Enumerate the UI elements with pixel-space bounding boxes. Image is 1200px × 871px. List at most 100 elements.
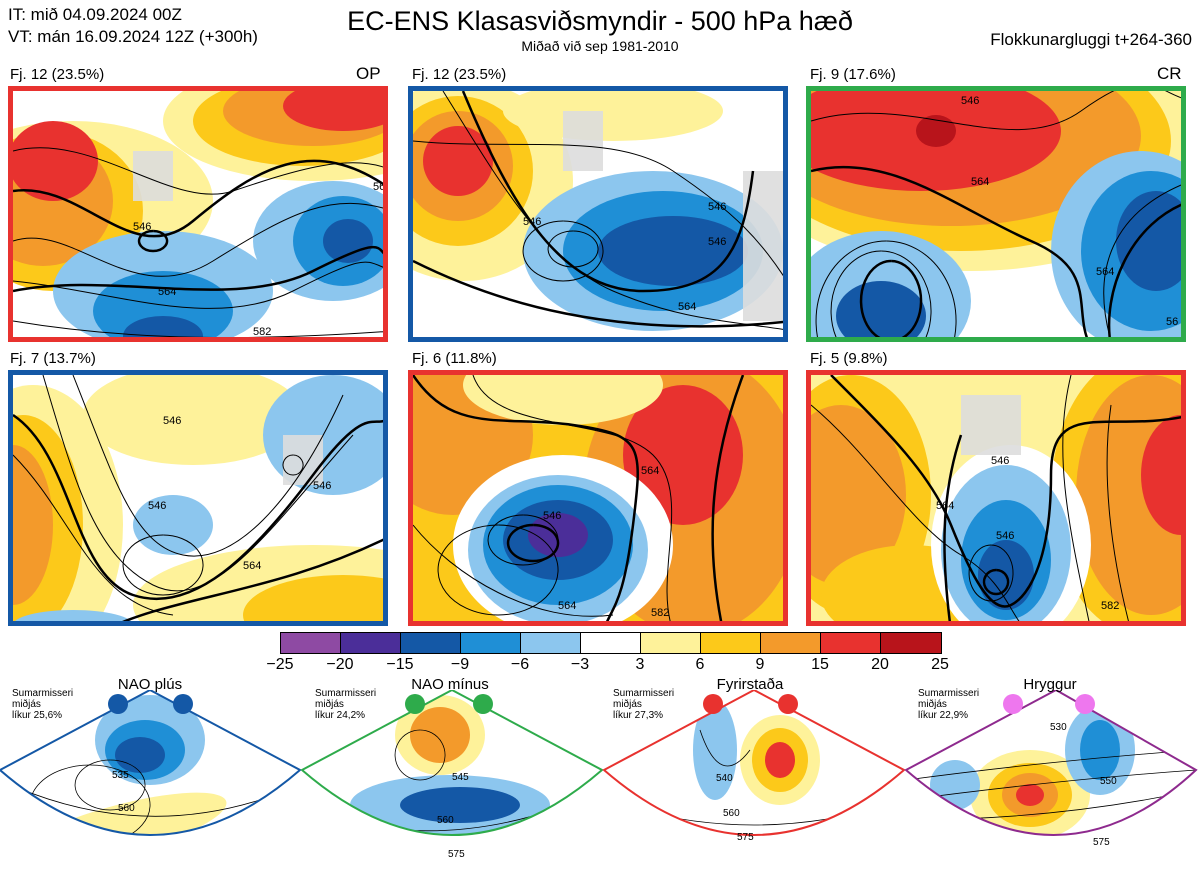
regime-season: Sumarmisseri	[315, 688, 377, 699]
cluster-map-2: 546 546 564 546	[408, 86, 788, 342]
colorbar-swatch	[341, 633, 401, 653]
colorbar-swatch	[641, 633, 701, 653]
contour-label: 546	[543, 510, 562, 522]
valid-time: VT: mán 16.09.2024 12Z (+300h)	[8, 27, 258, 46]
contour-label: 582	[253, 326, 272, 338]
regime-ref: miðjás	[12, 699, 41, 710]
contour-label: 546	[523, 216, 542, 228]
anomaly-field	[13, 91, 383, 337]
contour-label: 545	[452, 772, 469, 783]
anomaly-field	[13, 375, 383, 621]
contour-label: 564	[243, 560, 262, 572]
colorbar-swatch	[761, 633, 821, 653]
contour-label: 575	[448, 849, 465, 860]
regime-name: Fyrirstaða	[716, 676, 784, 693]
contour-label: 56	[1166, 316, 1179, 328]
anomaly-field	[811, 375, 1181, 621]
regime-info: Sumarmisseri miðjás líkur 27,3%	[613, 688, 674, 721]
header-times: IT: mið 04.09.2024 00Z VT: mán 16.09.202…	[8, 4, 258, 48]
cluster-map-1: 546 564 56 582	[8, 86, 388, 342]
contour-label: 546	[148, 500, 167, 512]
regime-dot	[173, 694, 193, 714]
regime-dot	[703, 694, 723, 714]
regime-dot	[778, 694, 798, 714]
panel-2-label: Fj. 12 (23.5%)	[412, 66, 507, 83]
contour-label: 560	[723, 808, 740, 819]
colorbar-swatch	[521, 633, 581, 653]
colorbar-tick: 25	[931, 656, 949, 673]
contour-label: 560	[437, 815, 454, 826]
regime-name: Hryggur	[1023, 676, 1077, 693]
contour-label: 540	[716, 773, 733, 784]
panel-6-label: Fj. 5 (9.8%)	[810, 350, 888, 367]
contour-label: 564	[641, 465, 660, 477]
page-title: EC-ENS Klasasviðsmyndir - 500 hPa hæð	[347, 6, 853, 36]
anomaly-field	[413, 91, 783, 331]
colorbar-swatch	[821, 633, 881, 653]
colorbar-tick: −6	[510, 656, 530, 673]
regime-name: NAO plús	[117, 676, 183, 693]
colorbar-tick: −25	[266, 656, 294, 673]
regime-dot	[473, 694, 493, 714]
panel-3-tag: CR	[1157, 64, 1182, 83]
regime-info: Sumarmisseri miðjás líkur 25,6%	[12, 688, 73, 721]
regime-prob: líkur 22,9%	[918, 710, 969, 721]
contour-label: 546	[708, 201, 727, 213]
init-time: IT: mið 04.09.2024 00Z	[8, 5, 182, 24]
cluster-map-6: 546 546 564 582	[806, 370, 1186, 626]
cluster-map-4: 546 546 546 564	[8, 370, 388, 626]
regime-ref: miðjás	[613, 699, 642, 710]
panel-5-label: Fj. 6 (11.8%)	[412, 350, 497, 367]
classification-window: Flokkunargluggi t+264-360	[990, 30, 1192, 49]
colorbar-tick: 3	[635, 656, 645, 673]
colorbar-swatch	[281, 633, 341, 653]
contour-label: 560	[118, 803, 135, 814]
panel-1-tag: OP	[356, 64, 381, 83]
colorbar-tick: −3	[570, 656, 590, 673]
regime-ref: miðjás	[918, 699, 947, 710]
regime-dot	[1075, 694, 1095, 714]
regime-info: Sumarmisseri miðjás líkur 22,9%	[918, 688, 979, 721]
contour-label: 56	[373, 181, 386, 193]
contour-label: 535	[112, 770, 129, 781]
contour-label: 550	[1100, 776, 1117, 787]
regime-season: Sumarmisseri	[918, 688, 980, 699]
contour-label: 564	[558, 600, 577, 612]
colorbar-swatch	[461, 633, 521, 653]
page-subtitle: Miðað við sep 1981-2010	[521, 38, 679, 54]
regime-prob: líkur 25,6%	[12, 710, 63, 721]
regime-prob: líkur 27,3%	[613, 710, 664, 721]
contour-label: 582	[651, 607, 670, 619]
cluster-map-3: 546 564 564 56	[806, 86, 1186, 342]
colorbar-swatch	[881, 633, 941, 653]
colorbar	[280, 632, 942, 654]
panel-3-label: Fj. 9 (17.6%)	[810, 66, 896, 83]
contour-label: 564	[971, 176, 990, 188]
contour-label: 546	[708, 236, 727, 248]
colorbar-swatch	[581, 633, 641, 653]
contour-label: 564	[678, 301, 697, 313]
regime-prob: líkur 24,2%	[315, 710, 366, 721]
contour-label: 564	[158, 286, 177, 298]
colorbar-tick: 15	[811, 656, 829, 673]
panel-4-label: Fj. 7 (13.7%)	[10, 350, 96, 367]
regime-name: NAO mínus	[411, 676, 489, 693]
panel-1-label: Fj. 12 (23.5%)	[10, 66, 105, 83]
colorbar-swatch	[401, 633, 461, 653]
regime-info: Sumarmisseri miðjás líkur 24,2%	[315, 688, 376, 721]
contour-label: 575	[737, 832, 754, 843]
contour-label: 546	[313, 480, 332, 492]
colorbar-tick: −20	[326, 656, 354, 673]
cluster-map-5: 546 564 564 582	[408, 370, 788, 626]
contour-label: 546	[996, 530, 1015, 542]
contour-label: 546	[961, 95, 980, 107]
anomaly-field	[413, 375, 783, 621]
regime-ref: miðjás	[315, 699, 344, 710]
contour-label: 546	[163, 415, 182, 427]
regime-maps	[0, 690, 1198, 836]
contour-label: 575	[1093, 837, 1110, 848]
contour-label: 546	[991, 455, 1010, 467]
contour-label: 546	[133, 221, 152, 233]
contour-label: 564	[936, 500, 955, 512]
regime-season: Sumarmisseri	[12, 688, 74, 699]
